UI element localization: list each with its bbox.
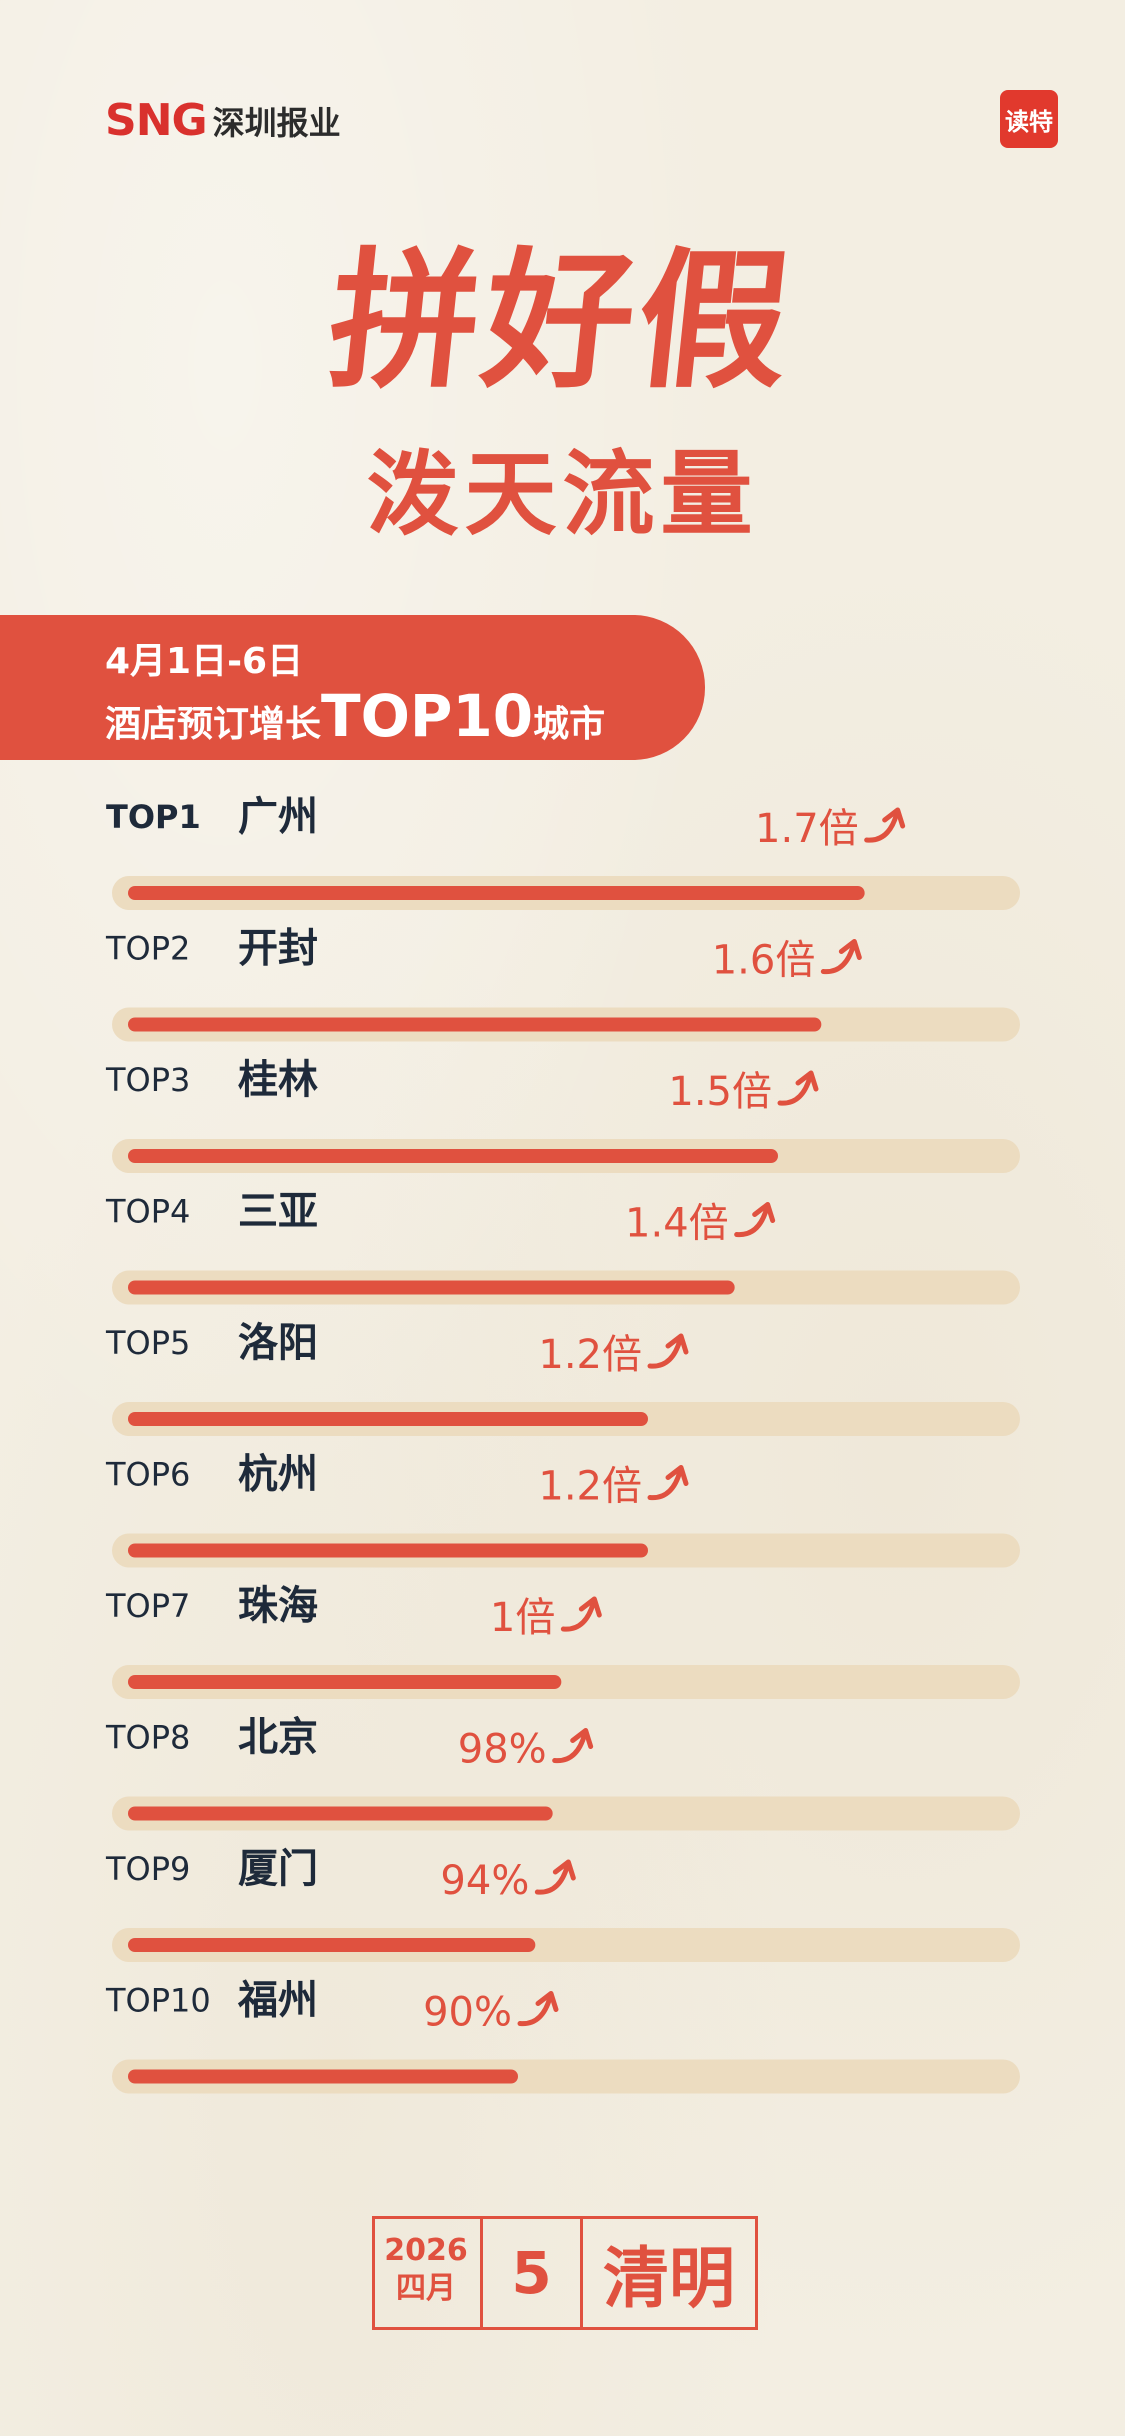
logo-mark: SNG bbox=[105, 95, 208, 146]
trend-up-icon bbox=[777, 1074, 813, 1106]
bar bbox=[128, 1017, 822, 1032]
trend-up-arrowhead bbox=[838, 939, 862, 960]
trend-up-arrowhead bbox=[882, 807, 906, 829]
value-label: 90% bbox=[423, 1990, 512, 2036]
stamp-day: 5 bbox=[511, 2239, 552, 2307]
city-label: 洛阳 bbox=[238, 1320, 318, 1366]
bar bbox=[128, 1938, 536, 1952]
value-label: 1.6倍 bbox=[712, 938, 816, 984]
city-label: 广州 bbox=[238, 794, 318, 840]
stamp-divider bbox=[580, 2216, 583, 2330]
rank-label: TOP9 bbox=[105, 1850, 190, 1888]
page-subtitle: 泼天流量 bbox=[366, 440, 759, 548]
date-stamp bbox=[372, 2216, 758, 2330]
rank-label: TOP8 bbox=[105, 1719, 190, 1757]
stamp-year-month: 2026 四月 bbox=[372, 2216, 480, 2324]
city-label: 厦门 bbox=[238, 1846, 318, 1892]
value-label: 1.2倍 bbox=[538, 1464, 642, 1510]
city-label: 杭州 bbox=[238, 1452, 318, 1498]
banner-caption: 酒店预订增长 TOP10 城市 bbox=[105, 682, 605, 750]
stamp-divider bbox=[480, 2216, 483, 2330]
value-label: 1.7倍 bbox=[755, 806, 859, 852]
rank-label: TOP5 bbox=[105, 1324, 190, 1362]
trend-up-icon bbox=[534, 1863, 570, 1895]
trend-up-icon bbox=[820, 943, 856, 975]
trend-up-icon bbox=[560, 1600, 596, 1632]
value-label: 1.4倍 bbox=[625, 1201, 729, 1247]
city-label: 桂林 bbox=[238, 1057, 318, 1103]
trend-up-icon bbox=[647, 1469, 683, 1501]
trend-up-icon bbox=[647, 1337, 683, 1369]
trend-up-arrowhead bbox=[570, 1728, 594, 1749]
city-label: 三亚 bbox=[238, 1189, 318, 1235]
app-badge: 读特 bbox=[1000, 90, 1058, 148]
bar bbox=[128, 1543, 648, 1558]
city-label: 开封 bbox=[238, 926, 318, 972]
trend-up-icon bbox=[517, 1995, 553, 2027]
city-label: 珠海 bbox=[238, 1583, 318, 1629]
value-label: 1.2倍 bbox=[538, 1332, 642, 1378]
trend-up-arrowhead bbox=[665, 1465, 689, 1486]
city-label: 北京 bbox=[238, 1715, 318, 1761]
rank-label: TOP7 bbox=[105, 1587, 190, 1625]
banner-caption-prefix: 酒店预订增长 bbox=[105, 704, 322, 745]
trend-up-arrowhead bbox=[535, 1991, 559, 2012]
banner-date: 4月1日-6日 bbox=[105, 641, 304, 682]
bar-track bbox=[112, 2059, 1020, 2094]
trend-up-arrowhead bbox=[552, 1859, 576, 1881]
bar bbox=[128, 886, 865, 900]
rank-label: TOP1 bbox=[106, 798, 201, 836]
stamp-year: 2026 bbox=[384, 2233, 468, 2268]
trend-up-arrowhead bbox=[665, 1333, 689, 1355]
trend-up-arrowhead bbox=[795, 1070, 819, 1092]
rank-label: TOP4 bbox=[105, 1193, 190, 1231]
bar bbox=[128, 1412, 648, 1426]
trend-up-icon bbox=[552, 1732, 588, 1764]
bar bbox=[128, 1149, 778, 1163]
rank-label: TOP6 bbox=[105, 1456, 190, 1494]
bar bbox=[128, 1675, 562, 1689]
trend-up-icon bbox=[864, 811, 900, 843]
sng-logo: SNG 深圳报业 bbox=[105, 95, 341, 146]
trend-up-arrowhead bbox=[578, 1596, 602, 1618]
stamp-month: 四月 bbox=[396, 2271, 456, 2306]
value-label: 1倍 bbox=[490, 1595, 555, 1641]
value-label: 98% bbox=[458, 1727, 547, 1773]
bar-track bbox=[112, 1928, 1020, 1962]
rank-label: TOP10 bbox=[105, 1982, 211, 2020]
logo-text: 深圳报业 bbox=[212, 103, 341, 142]
bar bbox=[128, 1806, 553, 1821]
trend-up-arrowhead bbox=[752, 1202, 776, 1223]
bar-track bbox=[112, 1665, 1020, 1699]
rank-label: TOP3 bbox=[105, 1061, 190, 1099]
bar bbox=[128, 2069, 518, 2084]
banner-caption-suffix: 城市 bbox=[533, 704, 606, 745]
stamp-festival: 清明 bbox=[603, 2239, 735, 2317]
title-banner bbox=[0, 615, 705, 760]
bar bbox=[128, 1280, 735, 1295]
trend-up-icon bbox=[734, 1206, 770, 1238]
value-label: 1.5倍 bbox=[668, 1069, 772, 1115]
banner-caption-highlight: TOP10 bbox=[321, 682, 534, 750]
value-label: 94% bbox=[440, 1858, 529, 1904]
rank-label: TOP2 bbox=[105, 930, 190, 968]
bar-track bbox=[112, 1796, 1020, 1831]
city-label: 福州 bbox=[237, 1978, 318, 2024]
